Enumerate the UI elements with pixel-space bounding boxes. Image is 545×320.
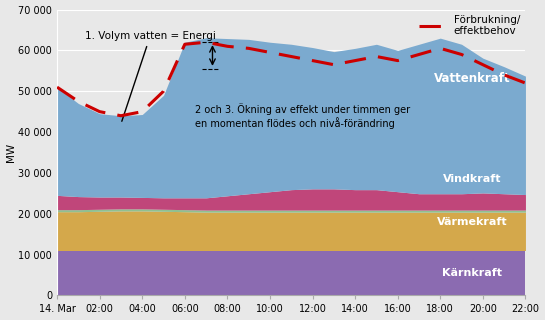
Text: Vattenkraft: Vattenkraft xyxy=(434,72,511,85)
Text: 1. Volym vatten = Energi: 1. Volym vatten = Energi xyxy=(84,31,216,121)
Text: Kärnkraft: Kärnkraft xyxy=(442,268,502,278)
Text: Vindkraft: Vindkraft xyxy=(443,174,501,184)
Y-axis label: MW: MW xyxy=(5,143,16,162)
Text: Värmekraft: Värmekraft xyxy=(437,217,507,227)
Legend: Förbrukning/
effektbehov: Förbrukning/ effektbehov xyxy=(415,11,524,41)
Text: 2 och 3. Ökning av effekt under timmen ger
en momentan flödes och nivå-förändrin: 2 och 3. Ökning av effekt under timmen g… xyxy=(196,103,410,129)
